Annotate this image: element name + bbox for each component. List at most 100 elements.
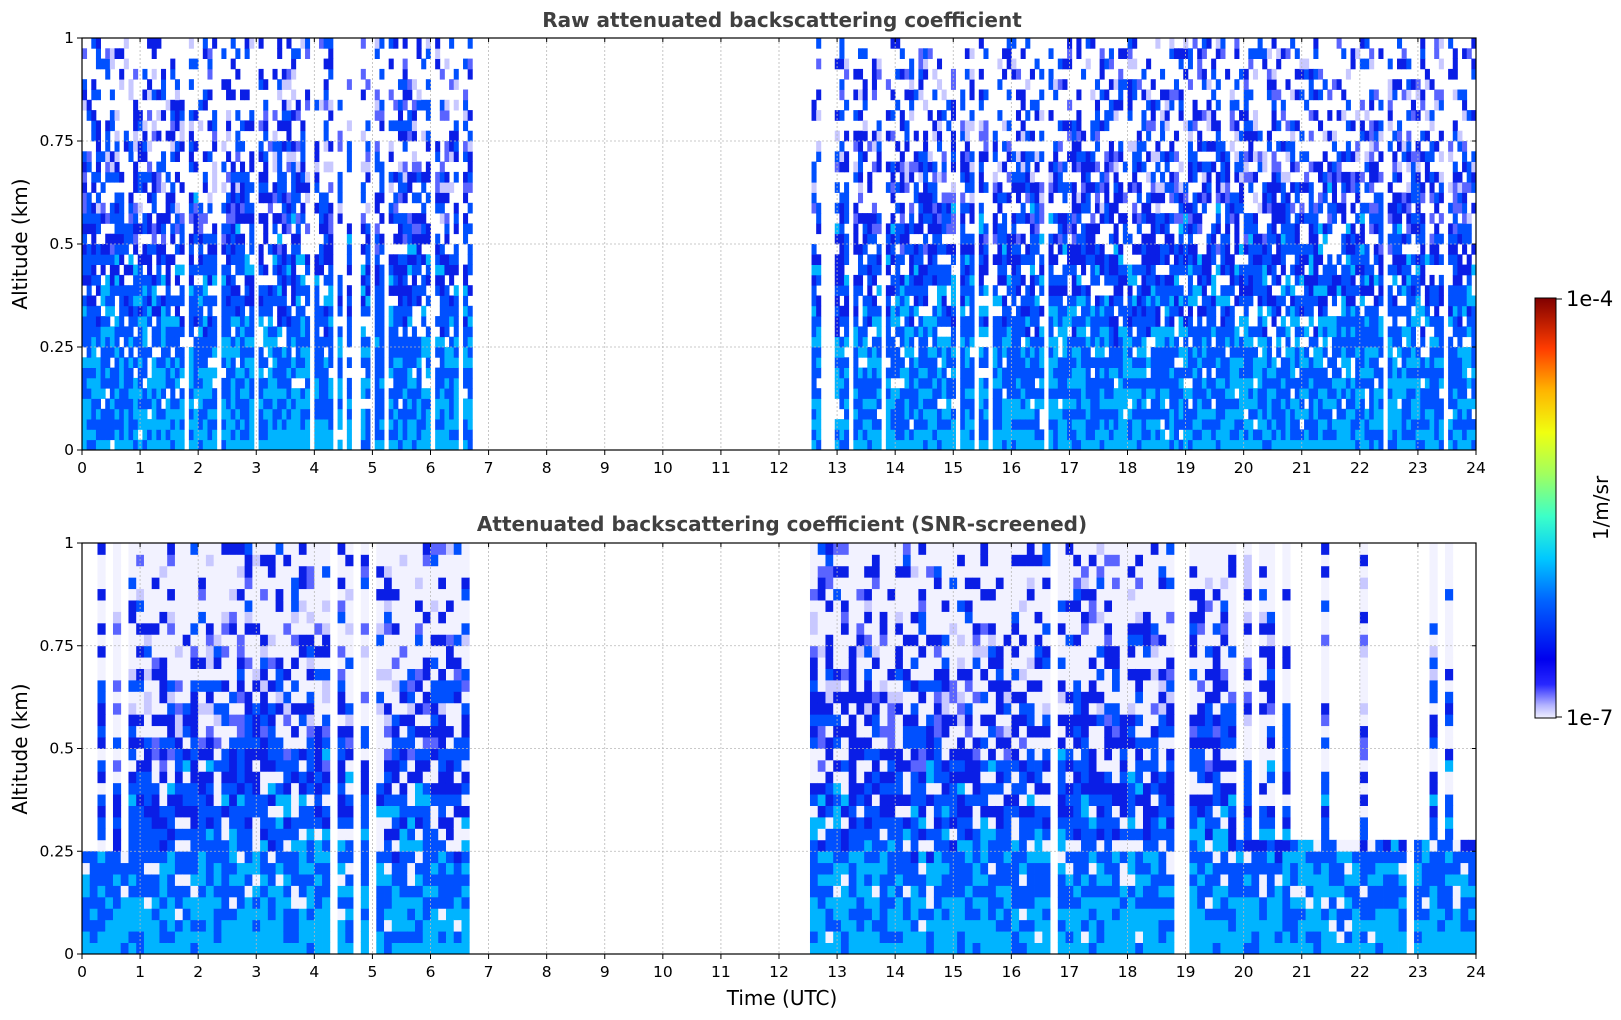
heatmap-cell — [397, 213, 404, 224]
heatmap-cell — [142, 326, 148, 338]
heatmap-cell — [1183, 419, 1189, 430]
heatmap-cell — [411, 429, 417, 441]
heatmap-cell — [923, 377, 929, 389]
heatmap-cell — [1039, 347, 1045, 358]
heatmap-cell — [323, 202, 329, 214]
heatmap-cell — [927, 439, 933, 451]
heatmap-cell — [1108, 408, 1114, 420]
heatmap-cell — [1266, 192, 1272, 204]
heatmap-cell — [1025, 38, 1031, 49]
heatmap-cell — [207, 274, 213, 286]
heatmap-cell — [142, 439, 148, 451]
heatmap-cell — [853, 223, 859, 235]
heatmap-cell — [1085, 316, 1091, 327]
heatmap-cell — [1160, 68, 1166, 80]
heatmap-cell — [1146, 419, 1152, 430]
heatmap-cell — [1015, 254, 1022, 265]
heatmap-cell — [1141, 233, 1147, 245]
heatmap-cell — [226, 326, 232, 338]
heatmap-cell — [95, 398, 101, 410]
heatmap-cell — [895, 141, 901, 152]
heatmap-cell — [411, 388, 417, 399]
heatmap-cell — [839, 233, 845, 245]
heatmap-cell — [1113, 367, 1119, 379]
heatmap-cell — [1122, 357, 1128, 368]
heatmap-cell — [170, 233, 176, 245]
heatmap-cell — [853, 408, 859, 420]
heatmap-cell — [1211, 408, 1217, 420]
heatmap-cell — [1280, 419, 1286, 430]
heatmap-cell — [1215, 213, 1221, 224]
heatmap-cell — [1350, 244, 1356, 255]
heatmap-cell — [1164, 357, 1170, 368]
heatmap-cell — [923, 130, 929, 142]
heatmap-cell — [1248, 285, 1254, 296]
heatmap-cell — [1048, 305, 1054, 317]
heatmap-cell — [1350, 336, 1356, 348]
heatmap-cell — [1197, 326, 1203, 338]
heatmap-cell — [244, 316, 250, 327]
heatmap-cell — [1053, 151, 1059, 162]
heatmap-cell — [402, 68, 408, 80]
heatmap-cell — [91, 316, 97, 327]
heatmap-cell — [1183, 223, 1189, 235]
heatmap-cell — [286, 264, 292, 276]
heatmap-cell — [862, 377, 868, 389]
heatmap-cell — [1071, 388, 1077, 399]
heatmap-cell — [1136, 285, 1142, 296]
heatmap-cell — [871, 89, 877, 101]
heatmap-cell — [969, 419, 975, 430]
heatmap-cell — [1308, 130, 1314, 142]
heatmap-cell — [1062, 367, 1068, 379]
heatmap-cell — [1304, 68, 1310, 80]
heatmap-cell — [1318, 429, 1324, 441]
heatmap-cell — [1122, 347, 1128, 358]
heatmap-cell — [1002, 223, 1008, 235]
heatmap-cell — [1085, 367, 1091, 379]
heatmap-cell — [960, 244, 966, 255]
heatmap-cell — [109, 336, 115, 348]
heatmap-cell — [1239, 357, 1245, 368]
heatmap-cell — [978, 223, 984, 235]
heatmap-cell — [923, 367, 929, 379]
heatmap-cell — [932, 68, 938, 80]
heatmap-cell — [1248, 89, 1254, 101]
heatmap-cell — [1201, 419, 1207, 430]
heatmap-cell — [439, 254, 445, 265]
heatmap-cell — [291, 182, 297, 193]
heatmap-cell — [202, 233, 208, 245]
heatmap-cell — [1252, 130, 1259, 142]
heatmap-cell — [300, 213, 306, 224]
heatmap-cell — [1118, 285, 1124, 296]
heatmap-cell — [407, 130, 413, 142]
heatmap-cell — [221, 244, 227, 255]
heatmap-cell — [258, 151, 264, 162]
heatmap-cell — [839, 285, 845, 296]
heatmap-cell — [160, 336, 167, 348]
heatmap-cell — [230, 419, 236, 430]
heatmap-cell — [941, 316, 947, 327]
heatmap-cell — [207, 408, 213, 420]
heatmap-cell — [1002, 233, 1008, 245]
heatmap-cell — [862, 347, 868, 358]
heatmap-cell — [272, 285, 278, 296]
heatmap-cell — [1234, 99, 1240, 111]
heatmap-cell — [1280, 377, 1286, 389]
heatmap-cell — [128, 336, 134, 348]
heatmap-cell — [402, 377, 408, 389]
heatmap-cell — [1136, 408, 1142, 420]
heatmap-cell — [1243, 316, 1249, 327]
heatmap-cell — [932, 439, 938, 451]
heatmap-cell — [1132, 305, 1138, 317]
heatmap-cell — [258, 141, 264, 152]
heatmap-cell — [1192, 419, 1198, 430]
heatmap-cell — [1081, 223, 1087, 235]
heatmap-cell — [1011, 68, 1017, 80]
heatmap-cell — [249, 305, 255, 317]
heatmap-cell — [992, 192, 998, 204]
heatmap-cell — [188, 419, 194, 430]
heatmap-cell — [904, 68, 910, 80]
heatmap-cell — [188, 439, 194, 451]
heatmap-cell — [1178, 347, 1184, 358]
heatmap-cell — [1318, 295, 1324, 307]
